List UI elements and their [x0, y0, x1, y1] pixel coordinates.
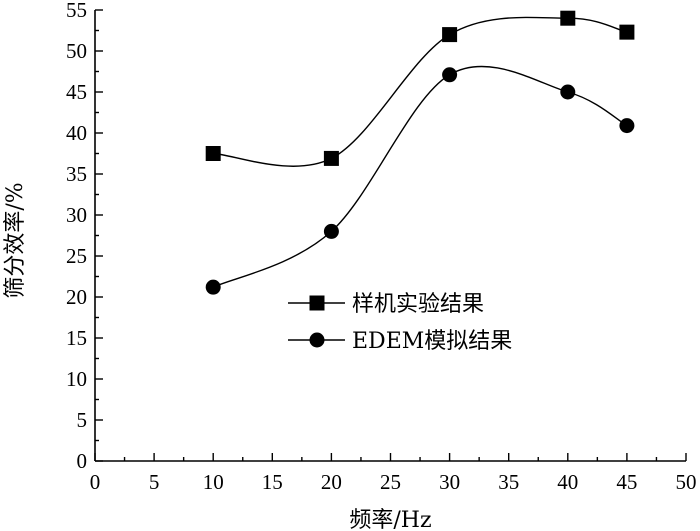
x-tick-label: 20 [321, 470, 342, 494]
y-tick-label: 10 [66, 367, 87, 391]
y-axis-ticks: 0 5 10 15 20 25 30 35 40 45 50 55 [66, 0, 103, 473]
square-point [205, 146, 221, 161]
series-layer [205, 10, 635, 295]
x-tick-label: 15 [262, 470, 283, 494]
legend-item-edem: EDEM模拟结果 [288, 329, 512, 354]
y-tick-label: 35 [66, 162, 87, 186]
series-edem [205, 65, 635, 295]
x-tick-label: 10 [203, 470, 224, 494]
x-tick-label: 35 [498, 470, 519, 494]
x-axis-ticks: 0 5 10 15 20 25 30 35 40 45 50 [90, 453, 697, 494]
axes [94, 10, 686, 462]
y-tick-label: 25 [66, 244, 87, 268]
y-tick-label: 15 [66, 326, 87, 350]
square-point [619, 24, 635, 40]
y-tick-label: 40 [66, 121, 87, 145]
x-tick-label: 30 [439, 470, 460, 494]
legend-circle-marker [309, 332, 325, 348]
y-tick-label: 20 [66, 285, 87, 309]
y-tick-label: 55 [66, 0, 87, 22]
square-point [442, 27, 458, 43]
circle-point [560, 84, 576, 100]
series-line [212, 65, 628, 288]
y-axis-title: 筛分效率/% [3, 182, 28, 298]
x-tick-label: 45 [616, 470, 637, 494]
x-tick-label: 5 [149, 470, 160, 494]
x-tick-label: 25 [380, 470, 401, 494]
x-tick-label: 50 [676, 470, 697, 494]
series-prototype [205, 10, 635, 167]
legend-label-edem: EDEM模拟结果 [352, 329, 512, 354]
y-tick-label: 30 [66, 203, 87, 227]
y-tick-label: 45 [66, 80, 87, 104]
y-tick-label: 5 [77, 408, 88, 432]
x-axis-title: 频率/Hz [349, 508, 431, 531]
circle-point [323, 223, 339, 239]
circle-point [619, 118, 635, 134]
legend-item-prototype: 样机实验结果 [288, 292, 484, 317]
circle-point [442, 67, 458, 83]
x-tick-label: 0 [90, 470, 101, 494]
square-point [323, 150, 339, 166]
y-tick-label: 0 [77, 449, 88, 473]
circle-point [205, 279, 221, 295]
legend: 样机实验结果 EDEM模拟结果 [288, 292, 512, 354]
y-tick-label: 50 [66, 39, 87, 63]
legend-label-prototype: 样机实验结果 [352, 292, 484, 317]
square-point [560, 10, 576, 26]
x-tick-label: 40 [557, 470, 578, 494]
legend-square-marker [309, 295, 325, 311]
